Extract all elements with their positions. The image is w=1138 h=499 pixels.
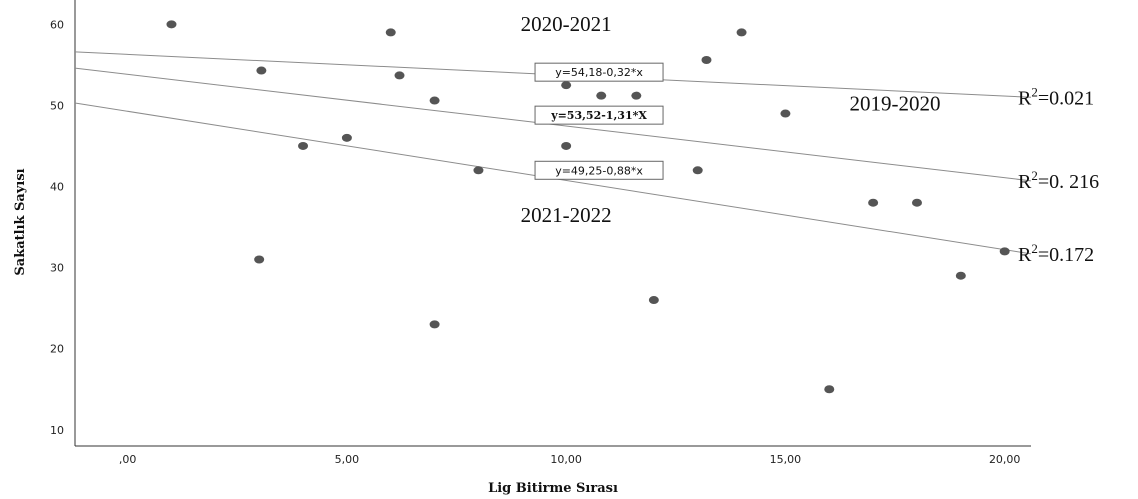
data-point (780, 109, 791, 118)
data-points (166, 20, 1010, 394)
data-point (429, 320, 440, 329)
period-label: 2020-2021 (521, 12, 612, 36)
data-point (298, 141, 309, 150)
y-tick-label: 50 (50, 99, 64, 112)
y-tick-label: 30 (50, 262, 64, 275)
x-tick-label: ,00 (119, 453, 137, 466)
data-point (394, 71, 405, 80)
equation-box (534, 160, 664, 180)
data-point (473, 166, 484, 175)
r-squared-label: R2=0.172 (1018, 241, 1094, 266)
data-point (561, 81, 572, 90)
period-label: 2019-2020 (850, 91, 941, 115)
plot-frame (74, 0, 1031, 447)
data-point (692, 166, 703, 175)
x-tick-label: 15,00 (770, 453, 802, 466)
data-point (955, 271, 966, 280)
y-tick-label: 60 (50, 18, 64, 31)
r-squared-label: R2=0.021 (1018, 84, 1094, 109)
data-point (596, 91, 607, 100)
data-point (868, 198, 879, 207)
data-point (385, 28, 396, 37)
data-point (648, 296, 659, 305)
data-point (561, 141, 572, 150)
data-point (341, 133, 352, 142)
data-point (911, 198, 922, 207)
data-point (254, 255, 265, 264)
equation-label: y=49,25-0,88*x (555, 164, 643, 177)
y-tick-label: 10 (50, 424, 64, 437)
equation-boxes: y=54,18-0,32*x y=53,52-1,31*X y=49,25-0,88… (534, 62, 664, 180)
data-point (736, 28, 747, 37)
equation-box (534, 62, 664, 82)
y-tick-label: 20 (50, 343, 64, 356)
r-squared-labels: R2=0.021 R2=0. 216 R2=0.172 (1018, 84, 1099, 266)
equation-label: y=53,52-1,31*X (550, 109, 647, 122)
data-point (166, 20, 177, 29)
y-tick-labels: 10 20 30 40 50 60 (50, 18, 64, 436)
period-labels: 2020-2021 2019-2020 2021-2022 (521, 12, 941, 227)
x-axis-title: Lig Bitirme Sırası (488, 481, 618, 496)
data-point (256, 66, 267, 75)
x-tick-label: 10,00 (550, 453, 582, 466)
data-point (429, 96, 440, 105)
y-tick-label: 40 (50, 181, 64, 194)
data-point (999, 247, 1010, 256)
data-point (631, 91, 642, 100)
equation-label: y=54,18-0,32*x (555, 66, 643, 79)
data-point (824, 385, 835, 394)
y-axis-title: Sakatlık Sayısı (13, 168, 28, 275)
x-tick-label: 20,00 (989, 453, 1021, 466)
x-tick-labels: ,00 5,00 10,00 15,00 20,00 (119, 453, 1021, 466)
equation-box (534, 105, 664, 125)
data-point (701, 56, 712, 65)
r-squared-label: R2=0. 216 (1018, 168, 1099, 193)
period-label: 2021-2022 (521, 203, 612, 227)
x-tick-label: 5,00 (335, 453, 360, 466)
